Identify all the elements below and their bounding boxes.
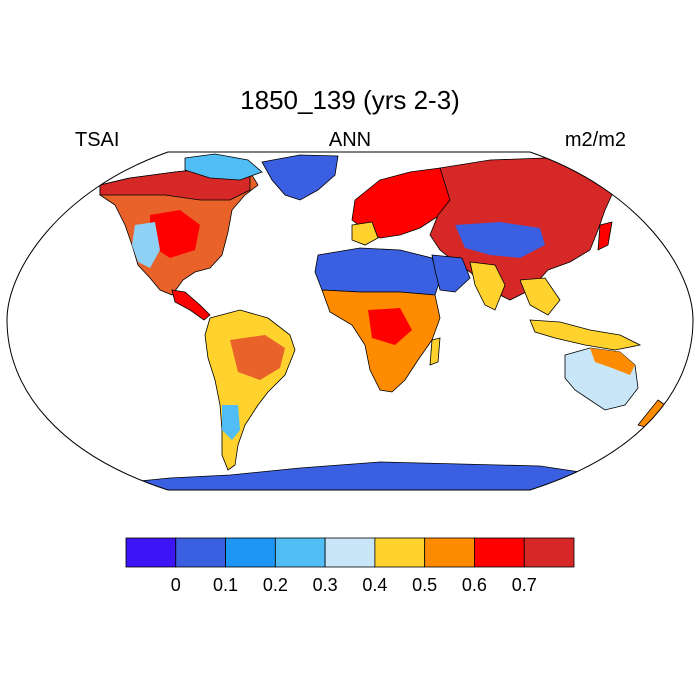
central-asia-dry	[455, 222, 545, 258]
colorbar-box-6	[424, 537, 475, 568]
colorbar-box-0	[125, 537, 177, 568]
greenland	[261, 154, 339, 201]
patagonia-dry	[222, 405, 240, 440]
canada-arctic-islands	[184, 153, 263, 181]
colorbar-box-2	[225, 537, 276, 568]
colorbar-box-1	[175, 537, 226, 568]
africa-south	[321, 289, 441, 393]
colorbar-box-4	[324, 537, 376, 568]
colorbar-tick-1: 0.1	[213, 575, 238, 595]
amazon-region	[230, 335, 285, 380]
colorbar-tick-4: 0.4	[362, 575, 387, 595]
globe-outline	[6, 151, 694, 491]
colorbar-tick-7: 0.7	[512, 575, 537, 595]
indonesia-islands	[529, 319, 642, 351]
colorbar-box-5	[374, 537, 426, 568]
globe	[6, 151, 694, 491]
colorbar-tick-2: 0.2	[263, 575, 288, 595]
central-america	[171, 289, 211, 321]
iberia	[351, 221, 379, 246]
africa-sahara	[314, 247, 441, 296]
period-label: ANN	[329, 129, 371, 151]
colorbar-box-7	[474, 537, 525, 568]
units-label: m2/m2	[565, 129, 626, 151]
colorbar-tick-0: 0	[171, 575, 181, 595]
colorbar-tick-6: 0.6	[462, 575, 487, 595]
australia-coast	[590, 348, 635, 375]
colorbar-boxes	[125, 537, 575, 568]
variable-label: TSAI	[75, 129, 119, 151]
colorbar: 0 0.1 0.2 0.3 0.4 0.5 0.6 0.7	[125, 537, 575, 595]
colorbar-box-3	[274, 537, 326, 568]
congo-basin	[368, 308, 412, 345]
colorbar-ticks: 0 0.1 0.2 0.3 0.4 0.5 0.6 0.7	[171, 575, 537, 595]
antarctica	[129, 461, 601, 490]
india	[469, 261, 506, 311]
colorbar-tick-5: 0.5	[412, 575, 437, 595]
japan	[597, 221, 613, 251]
colorbar-tick-3: 0.3	[313, 575, 338, 595]
great-lakes-region	[150, 210, 200, 258]
arabia	[431, 254, 471, 293]
us-west-dry	[132, 222, 160, 268]
southeast-asia	[519, 277, 561, 316]
madagascar	[429, 337, 441, 366]
colorbar-box-8	[523, 537, 575, 568]
map-title: 1850_139 (yrs 2-3)	[240, 85, 460, 115]
